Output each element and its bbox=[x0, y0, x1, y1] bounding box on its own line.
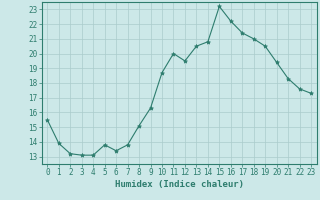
X-axis label: Humidex (Indice chaleur): Humidex (Indice chaleur) bbox=[115, 180, 244, 189]
